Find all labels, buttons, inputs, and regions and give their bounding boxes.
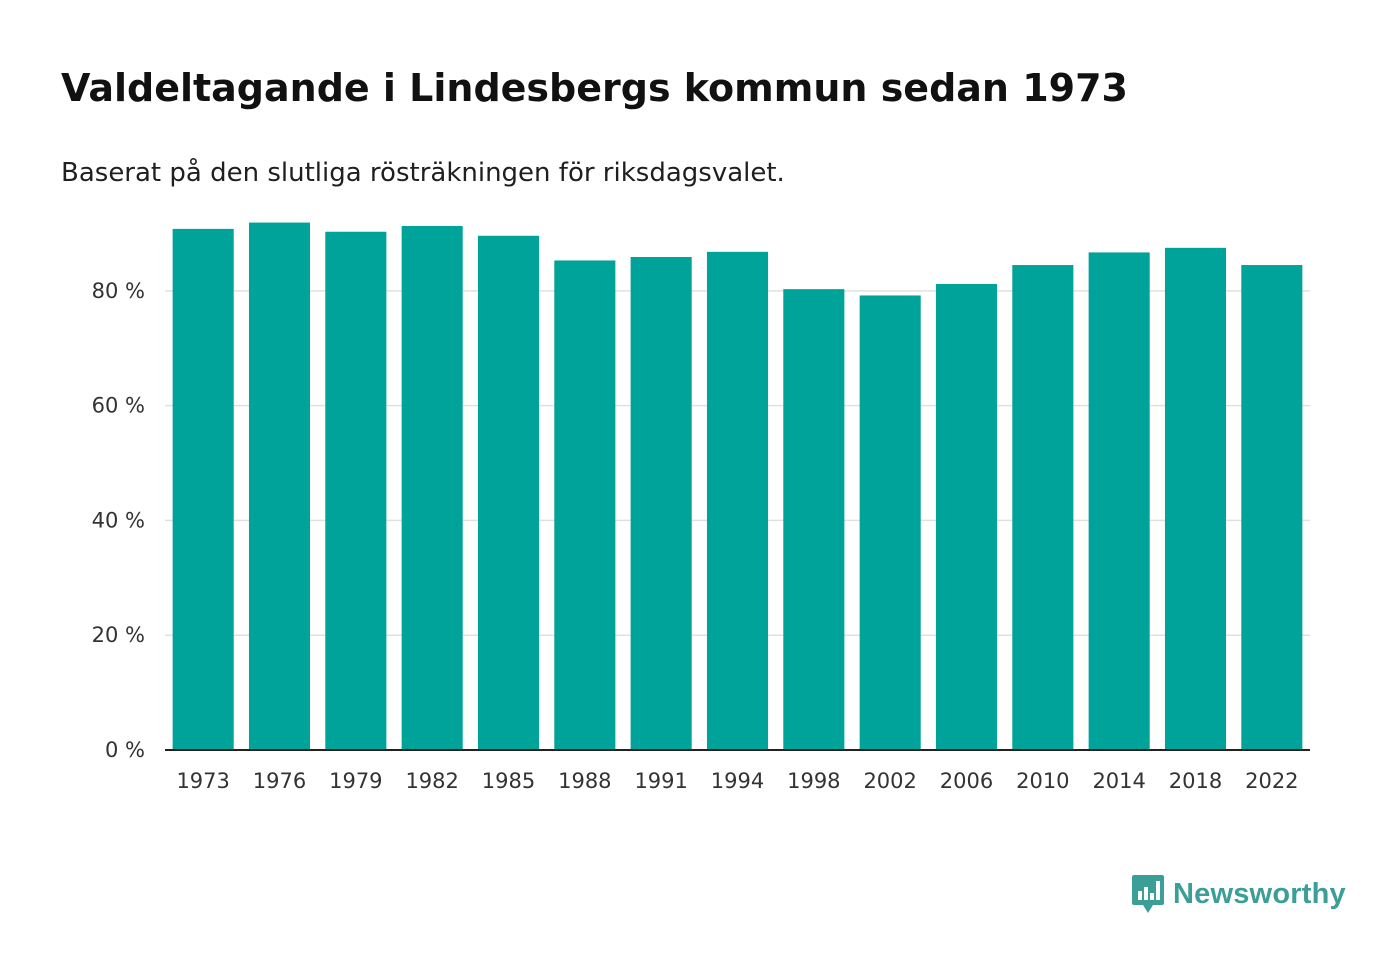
chart-title: Valdeltagande i Lindesbergs kommun sedan… [61,66,1128,110]
x-tick-label: 1985 [482,769,535,793]
y-tick-label: 80 % [92,279,145,303]
newsworthy-logo-icon [1132,875,1164,913]
bar-1982 [401,226,463,750]
bars [172,222,1303,750]
x-tick-label: 2010 [1016,769,1069,793]
x-tick-label: 2014 [1092,769,1145,793]
y-tick-label: 60 % [92,394,145,418]
bar-2014 [1088,252,1150,750]
bar-1979 [325,231,387,750]
y-tick-label: 0 % [105,738,145,762]
chart-subtitle: Baserat på den slutliga rösträkningen fö… [61,158,785,188]
x-tick-label: 1998 [787,769,840,793]
x-tick-label: 1988 [558,769,611,793]
x-tick-label: 1973 [176,769,229,793]
x-tick-label: 1991 [634,769,687,793]
bar-1994 [706,251,769,750]
bar-1976 [248,222,311,750]
bar-1988 [554,260,616,750]
bar-1991 [630,257,692,750]
x-tick-label: 2022 [1245,769,1298,793]
y-tick-label: 40 % [92,508,145,532]
x-tick-label: 2018 [1169,769,1222,793]
x-tick-label: 1982 [405,769,458,793]
bar-2022 [1241,265,1303,750]
x-tick-label: 2006 [940,769,993,793]
bar-2002 [859,295,921,750]
tick-labels: 0 % 20 % 40 % 60 % 80 % 1973 1976 1979 1982 1985 1… [92,279,1299,793]
x-tick-label: 1979 [329,769,382,793]
bar-1973 [172,228,234,750]
bar-2006 [935,283,998,750]
x-tick-label: 2002 [863,769,916,793]
newsworthy-logo-text: Newsworthy [1173,877,1346,910]
newsworthy-logo: Newsworthy [1131,872,1346,916]
y-tick-label: 20 % [92,623,145,647]
bar-2018 [1164,247,1227,750]
bar-2010 [1012,265,1074,750]
bar-1985 [477,235,540,750]
x-tick-label: 1994 [711,769,764,793]
x-tick-label: 1976 [253,769,306,793]
bar-1998 [783,289,845,750]
